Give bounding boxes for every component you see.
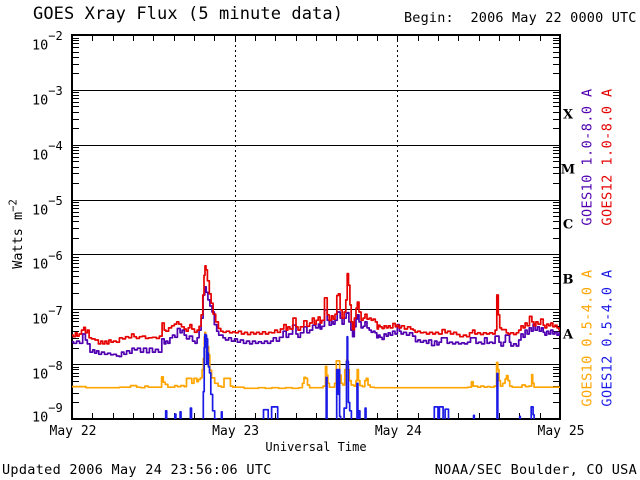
x-tick-label: May 24: [374, 424, 422, 439]
y-tick-label: 10−8: [32, 358, 63, 383]
x-tick-label: May 22: [49, 424, 97, 439]
flare-class-letter-m: M: [560, 162, 576, 178]
trace-goes12-1-0-8-0-a: [72, 265, 560, 345]
legend-label-goes10-1-0-8-0-a: GOES10 1.0-8.0 A: [579, 88, 596, 226]
flare-class-letter-a: A: [562, 327, 574, 343]
flare-class-letter-c: C: [562, 217, 574, 233]
legend-label-goes12-1-0-8-0-a: GOES12 1.0-8.0 A: [599, 88, 616, 226]
y-tick-label: 10−9: [32, 401, 63, 426]
flare-class-letter-x: X: [562, 107, 574, 123]
y-tick-label: 10−5: [32, 193, 63, 219]
x-tick-label: May 25: [537, 424, 585, 439]
flare-class-letter-b: B: [562, 272, 574, 288]
begin-timestamp: Begin: 2006 May 22 0000 UTC: [404, 10, 637, 26]
y-tick-label: 10−7: [32, 303, 63, 328]
y-axis-title: Watts m−2: [7, 199, 27, 269]
updated-timestamp: Updated 2006 May 24 23:56:06 UTC: [2, 462, 272, 478]
plot-frame: [71, 34, 561, 420]
traces: [72, 265, 560, 419]
x-axis-title: Universal Time: [265, 440, 367, 454]
y-tick-label: 10−4: [32, 139, 63, 164]
legend-label-goes10-0-5-4-0-a: GOES10 0.5-4.0 A: [579, 269, 596, 407]
trace-goes10-1-0-8-0-a: [72, 285, 560, 358]
y-tick-label: 10−2: [32, 29, 63, 54]
grid-and-ticks: [72, 35, 560, 419]
chart-title: GOES Xray Flux (5 minute data): [33, 4, 344, 24]
trace-goes12-0-5-4-0-a: [164, 333, 535, 419]
y-tick-label: 10−3: [32, 84, 63, 109]
y-tick-label: 10−6: [32, 248, 63, 273]
legend-label-goes12-0-5-4-0-a: GOES12 0.5-4.0 A: [599, 269, 616, 407]
credit-text: NOAA/SEC Boulder, CO USA: [434, 462, 637, 478]
x-tick-label: May 23: [212, 424, 260, 439]
trace-goes10-0-5-4-0-a: [72, 331, 560, 390]
